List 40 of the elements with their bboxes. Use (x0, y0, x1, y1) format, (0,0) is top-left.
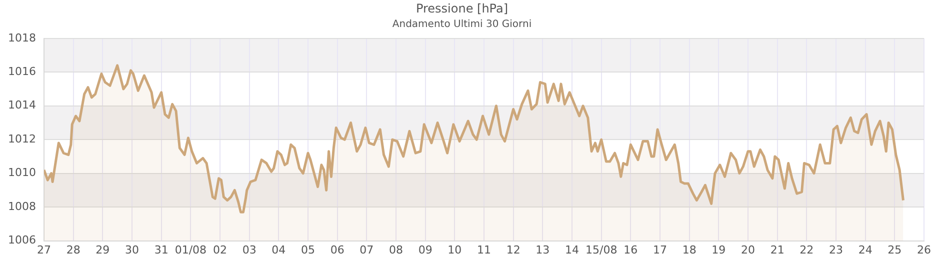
x-tick-label: 16 (624, 243, 638, 256)
y-tick-label: 1016 (8, 64, 36, 78)
x-tick-label: 11 (476, 243, 491, 256)
x-tick-label: 09 (418, 243, 432, 256)
y-tick-label: 1012 (8, 132, 36, 146)
x-tick-label: 01/08 (174, 243, 207, 256)
x-tick-label: 03 (242, 243, 256, 256)
x-tick-label: 12 (506, 243, 520, 256)
x-tick-label: 28 (66, 243, 80, 256)
y-tick-label: 1010 (8, 166, 36, 180)
x-tick-label: 14 (565, 243, 579, 256)
x-tick-label: 22 (800, 243, 814, 256)
x-tick-label: 29 (96, 243, 110, 256)
x-tick-label: 24 (858, 243, 872, 256)
x-tick-label: 10 (448, 243, 462, 256)
x-tick-label: 17 (653, 243, 667, 256)
x-tick-label: 04 (272, 243, 286, 256)
y-tick-label: 1014 (8, 98, 36, 112)
chart-subtitle: Andamento Ultimi 30 Giorni (392, 18, 532, 30)
x-tick-label: 21 (770, 243, 784, 256)
x-tick-label: 20 (741, 243, 755, 256)
x-tick-label: 27 (36, 243, 51, 256)
y-tick-label: 1008 (8, 200, 36, 213)
x-tick-label: 13 (536, 243, 550, 256)
x-tick-label: 23 (829, 243, 843, 256)
y-tick-label: 1018 (8, 31, 36, 44)
chart-title: Pressione [hPa] (416, 1, 508, 16)
x-tick-label: 19 (712, 243, 726, 256)
x-tick-label: 02 (212, 243, 227, 256)
x-tick-label: 26 (917, 243, 931, 256)
x-tick-label: 15/08 (585, 243, 618, 256)
x-tick-label: 07 (360, 243, 374, 256)
x-tick-label: 31 (154, 243, 168, 256)
x-tick-label: 08 (388, 243, 403, 256)
x-tick-label: 05 (300, 243, 315, 256)
x-tick-label: 25 (888, 243, 902, 256)
x-tick-label: 18 (682, 243, 696, 256)
y-tick-label: 1006 (8, 234, 36, 247)
x-tick-label: 30 (124, 243, 139, 256)
x-tick-label: 06 (330, 243, 344, 256)
